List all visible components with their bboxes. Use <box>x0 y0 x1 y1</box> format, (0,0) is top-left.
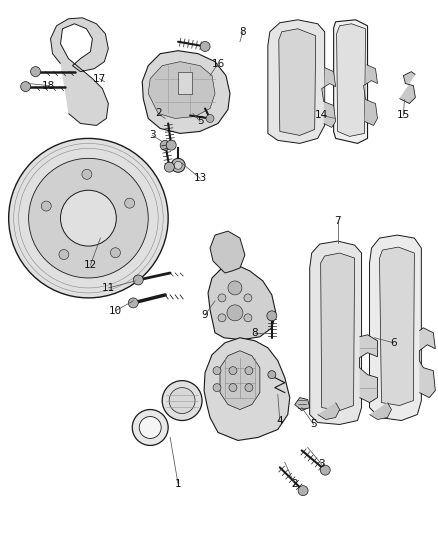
Circle shape <box>183 71 197 86</box>
Circle shape <box>82 169 92 179</box>
Text: 7: 7 <box>334 216 341 226</box>
Circle shape <box>132 409 168 446</box>
Text: 4: 4 <box>276 416 283 425</box>
Circle shape <box>166 140 176 150</box>
Circle shape <box>160 140 170 150</box>
Circle shape <box>171 158 185 172</box>
Circle shape <box>229 367 237 375</box>
Circle shape <box>125 198 134 208</box>
Circle shape <box>164 162 174 172</box>
Polygon shape <box>321 68 336 127</box>
Polygon shape <box>204 338 290 440</box>
Text: 2: 2 <box>291 479 298 489</box>
Text: 11: 11 <box>102 283 115 293</box>
Circle shape <box>213 367 221 375</box>
Circle shape <box>183 94 197 109</box>
Circle shape <box>133 275 143 285</box>
Polygon shape <box>364 64 378 125</box>
Circle shape <box>128 298 138 308</box>
Circle shape <box>200 42 210 52</box>
Polygon shape <box>334 20 367 143</box>
Circle shape <box>267 311 277 321</box>
Circle shape <box>228 281 242 295</box>
Circle shape <box>320 465 330 475</box>
Circle shape <box>298 486 308 496</box>
Circle shape <box>139 416 161 439</box>
Circle shape <box>9 139 168 298</box>
Text: 5: 5 <box>311 419 317 430</box>
Circle shape <box>268 370 276 378</box>
Polygon shape <box>370 402 392 419</box>
Text: 14: 14 <box>315 110 328 120</box>
Circle shape <box>245 367 253 375</box>
Polygon shape <box>178 71 192 94</box>
Text: 17: 17 <box>93 74 106 84</box>
Circle shape <box>59 249 69 260</box>
Polygon shape <box>379 247 414 406</box>
Text: 1: 1 <box>175 479 181 489</box>
Polygon shape <box>295 398 310 410</box>
Circle shape <box>161 94 175 109</box>
Text: 5: 5 <box>197 117 203 126</box>
Polygon shape <box>148 62 215 118</box>
Circle shape <box>245 384 253 392</box>
Text: 16: 16 <box>212 59 225 69</box>
Circle shape <box>161 71 175 86</box>
Polygon shape <box>268 20 325 143</box>
Circle shape <box>169 387 195 414</box>
Circle shape <box>218 294 226 302</box>
Text: 15: 15 <box>397 110 410 120</box>
Text: 3: 3 <box>318 459 325 470</box>
Circle shape <box>174 161 182 169</box>
Text: 10: 10 <box>109 306 122 316</box>
Text: 2: 2 <box>155 109 162 118</box>
Circle shape <box>162 381 202 421</box>
Polygon shape <box>360 335 378 402</box>
Polygon shape <box>142 51 230 133</box>
Circle shape <box>21 82 31 92</box>
Circle shape <box>213 384 221 392</box>
Circle shape <box>60 190 117 246</box>
Text: 13: 13 <box>194 173 207 183</box>
Polygon shape <box>210 231 245 273</box>
Text: 9: 9 <box>202 310 208 320</box>
Polygon shape <box>399 71 415 103</box>
Text: 6: 6 <box>390 338 397 348</box>
Circle shape <box>244 314 252 322</box>
Polygon shape <box>321 253 355 410</box>
Circle shape <box>218 314 226 322</box>
Polygon shape <box>220 351 260 409</box>
Circle shape <box>227 305 243 321</box>
Polygon shape <box>310 241 361 424</box>
Circle shape <box>31 67 41 77</box>
Text: 8: 8 <box>240 27 246 37</box>
Circle shape <box>229 384 237 392</box>
Circle shape <box>244 294 252 302</box>
Circle shape <box>206 115 214 123</box>
Polygon shape <box>337 24 366 136</box>
Circle shape <box>41 201 51 211</box>
Circle shape <box>28 158 148 278</box>
Circle shape <box>110 248 120 257</box>
Polygon shape <box>318 402 339 419</box>
Polygon shape <box>419 328 435 398</box>
Text: 8: 8 <box>251 328 258 338</box>
Polygon shape <box>370 235 421 421</box>
Polygon shape <box>279 29 316 135</box>
Text: 18: 18 <box>42 80 55 91</box>
Text: 12: 12 <box>84 260 97 270</box>
Polygon shape <box>50 18 108 125</box>
Text: 3: 3 <box>149 131 155 140</box>
Polygon shape <box>208 265 276 340</box>
